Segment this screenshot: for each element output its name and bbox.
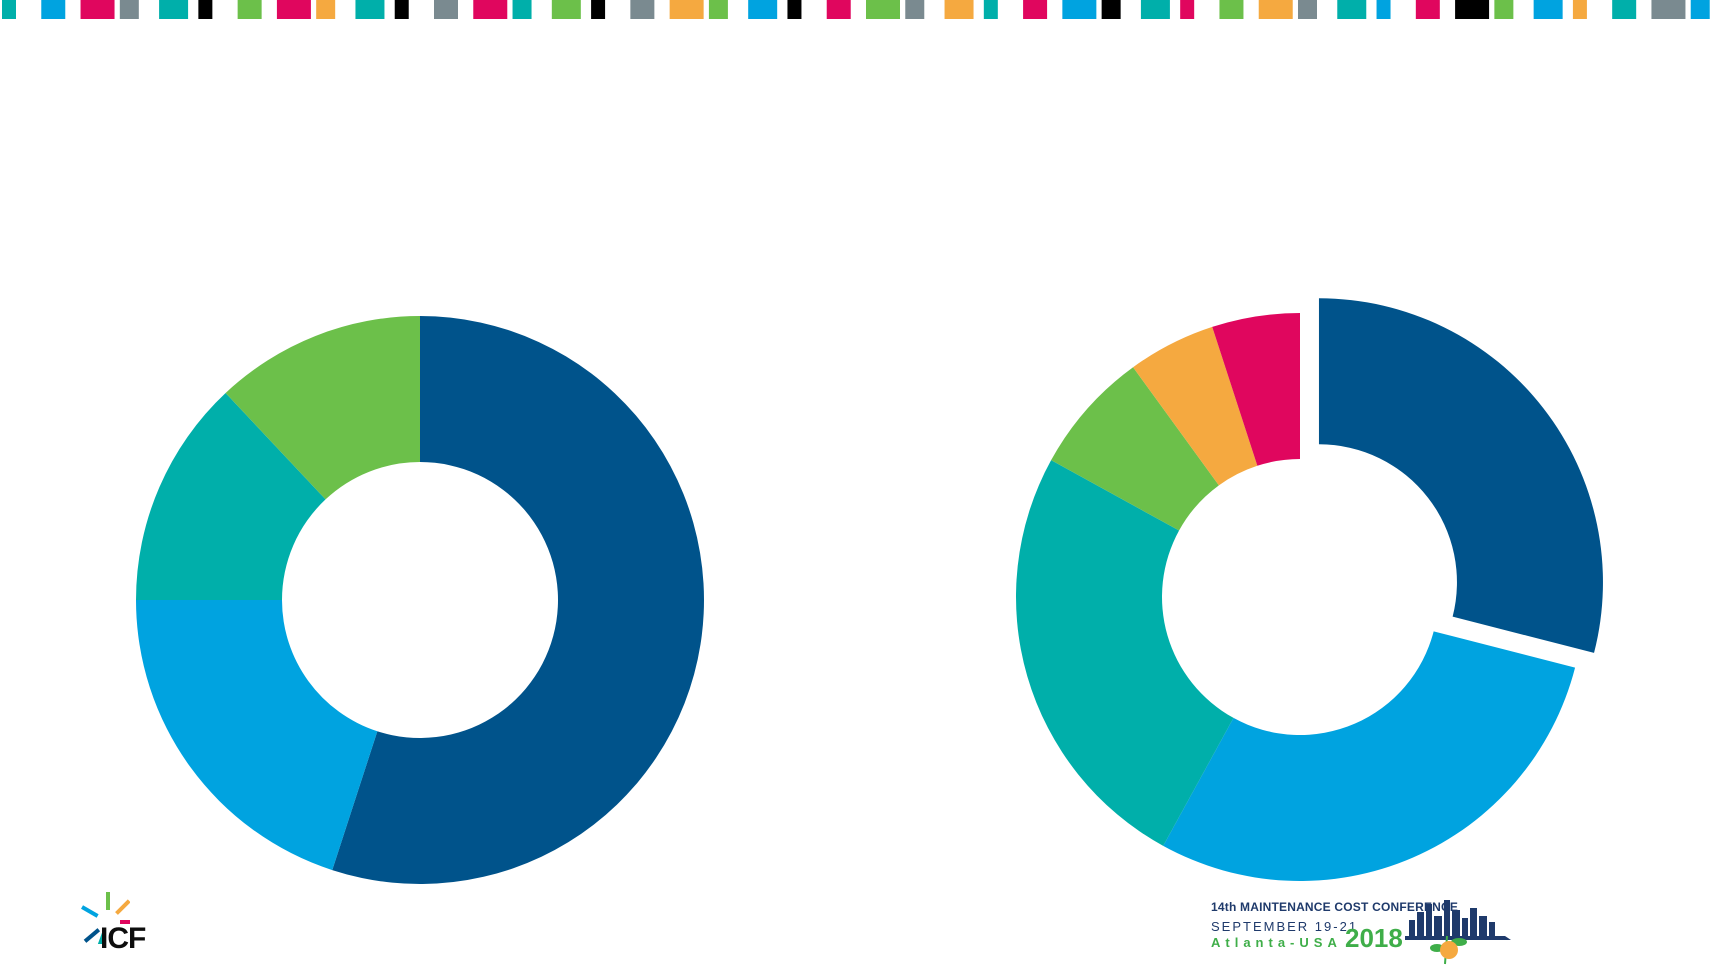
skyline-building: [1452, 910, 1460, 936]
strip-block: [1651, 0, 1686, 19]
conference-dates: SEPTEMBER 19-21: [1211, 919, 1359, 934]
strip-block: [1494, 0, 1514, 19]
strip-block: [119, 0, 139, 19]
strip-block: [1180, 0, 1195, 19]
strip-block: [983, 0, 998, 19]
strip-block: [276, 0, 311, 19]
strip-block: [473, 0, 508, 19]
strip-block: [748, 0, 778, 19]
donut-slice: [332, 316, 705, 885]
donut-slice: [136, 600, 378, 871]
strip-block: [866, 0, 900, 19]
atlanta-skyline-icon: [1405, 900, 1511, 965]
skyline-building: [1479, 916, 1487, 936]
strip-block: [1572, 0, 1587, 19]
skyline-building: [1409, 920, 1415, 936]
strip-block: [551, 0, 581, 19]
strip-block: [434, 0, 458, 19]
strip-block: [1337, 0, 1367, 19]
icf-logo-rays-icon: [81, 892, 130, 944]
skyline-building: [1489, 922, 1495, 936]
strip-block: [394, 0, 409, 19]
strip-block: [2, 0, 16, 19]
donut-slice: [1212, 313, 1300, 466]
strip-block: [1101, 0, 1121, 19]
skyline-building: [1434, 916, 1442, 936]
donut-slice: [1051, 367, 1219, 531]
strip-block: [669, 0, 704, 19]
strip-block: [787, 0, 802, 19]
strip-block: [1455, 0, 1490, 19]
donut-slice: [1163, 631, 1576, 881]
strip-block: [1023, 0, 1048, 19]
strip-block: [1258, 0, 1293, 19]
strip-block: [591, 0, 606, 19]
strip-block: [1690, 0, 1710, 19]
icf-ray: [115, 899, 130, 915]
strip-block: [41, 0, 66, 19]
donut-chart-left: [136, 316, 705, 885]
skyline-building: [1462, 918, 1468, 936]
skyline-building: [1470, 908, 1477, 936]
donut-slice: [1016, 460, 1234, 846]
strip-block: [1219, 0, 1244, 19]
skyline-building: [1426, 904, 1432, 936]
donut-slice: [225, 316, 420, 500]
strip-block: [80, 0, 115, 19]
strip-block: [198, 0, 213, 19]
skyline-building: [1444, 900, 1450, 936]
strip-block: [826, 0, 851, 19]
icf-logo-text: ICF: [100, 922, 146, 955]
donut-chart-right: [1016, 298, 1603, 881]
strip-block: [944, 0, 974, 19]
conference-title: 14th MAINTENANCE COST CONFERENCE: [1211, 900, 1459, 914]
conference-year: 2018: [1345, 923, 1403, 953]
decorative-color-strip: [2, 0, 1710, 19]
conference-logo: 14th MAINTENANCE COST CONFERENCE SEPTEMB…: [1205, 890, 1511, 970]
donut-slice: [136, 392, 326, 600]
conference-location: Atlanta-USA: [1211, 935, 1342, 950]
donut-slice: [1318, 298, 1603, 653]
donut-slice: [1133, 326, 1258, 486]
strip-block: [1533, 0, 1563, 19]
skyline-building: [1417, 912, 1424, 936]
strip-block: [512, 0, 532, 19]
strip-block: [1062, 0, 1097, 19]
icf-ray: [83, 928, 101, 943]
icf-ray: [81, 905, 99, 918]
strip-block: [237, 0, 262, 19]
strip-block: [905, 0, 925, 19]
strip-block: [1298, 0, 1317, 19]
strip-block: [1415, 0, 1440, 19]
strip-block: [159, 0, 189, 19]
icf-logo: ICF: [70, 884, 180, 955]
strip-block: [630, 0, 655, 19]
strip-block: [1376, 0, 1391, 19]
strip-block: [1612, 0, 1637, 19]
strip-block: [1140, 0, 1170, 19]
strip-block: [316, 0, 336, 19]
strip-block: [355, 0, 385, 19]
icf-ray: [97, 932, 106, 944]
strip-block: [708, 0, 728, 19]
